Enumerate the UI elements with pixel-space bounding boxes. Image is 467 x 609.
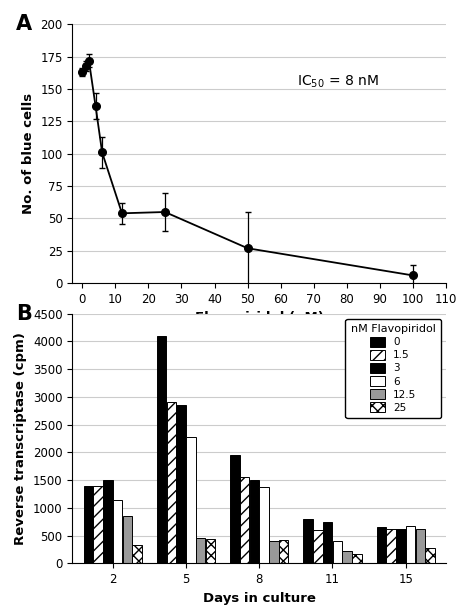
Bar xyxy=(103,480,113,563)
Bar xyxy=(240,477,249,563)
Bar xyxy=(323,522,333,563)
Bar xyxy=(84,485,93,563)
Bar xyxy=(279,540,288,563)
Bar xyxy=(196,538,205,563)
Y-axis label: Reverse transcriptase (cpm): Reverse transcriptase (cpm) xyxy=(14,332,28,545)
Bar xyxy=(113,499,122,563)
Bar xyxy=(406,526,415,563)
Legend: 0, 1.5, 3, 6, 12.5, 25: 0, 1.5, 3, 6, 12.5, 25 xyxy=(346,319,441,418)
Bar xyxy=(132,545,142,563)
Bar xyxy=(157,336,166,563)
Bar xyxy=(269,541,279,563)
Bar xyxy=(376,527,386,563)
X-axis label: Flavopiridol (nM): Flavopiridol (nM) xyxy=(195,311,324,325)
Text: B: B xyxy=(16,304,32,323)
Bar xyxy=(230,455,240,563)
Text: IC$_{50}$ = 8 nM: IC$_{50}$ = 8 nM xyxy=(297,73,378,90)
Bar xyxy=(167,403,176,563)
Bar xyxy=(205,540,215,563)
Bar xyxy=(177,405,186,563)
Bar xyxy=(352,554,361,563)
Bar xyxy=(396,529,405,563)
Bar xyxy=(313,530,323,563)
Bar xyxy=(425,547,435,563)
Bar xyxy=(93,485,103,563)
Bar xyxy=(386,529,396,563)
Bar xyxy=(416,529,425,563)
Y-axis label: No. of blue cells: No. of blue cells xyxy=(22,93,35,214)
Bar xyxy=(333,541,342,563)
X-axis label: Days in culture: Days in culture xyxy=(203,591,316,605)
Bar xyxy=(186,437,196,563)
Bar xyxy=(342,551,352,563)
Bar xyxy=(249,480,259,563)
Bar xyxy=(123,516,132,563)
Bar xyxy=(303,519,313,563)
Bar xyxy=(259,487,269,563)
Text: A: A xyxy=(16,14,33,34)
